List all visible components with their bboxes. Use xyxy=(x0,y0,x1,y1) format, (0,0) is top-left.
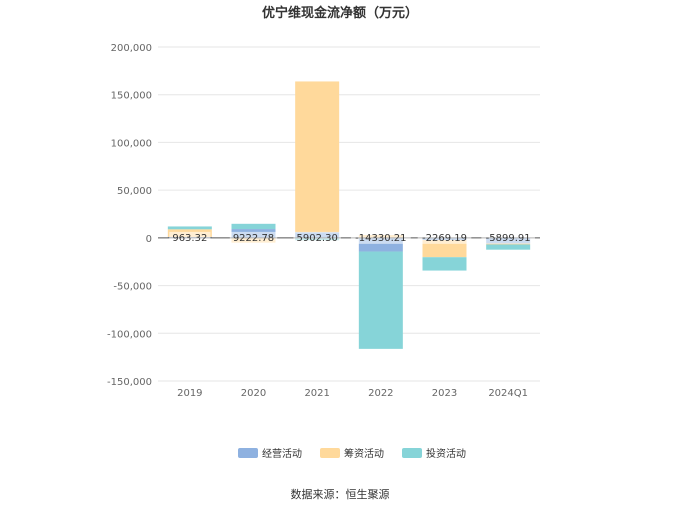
bar xyxy=(486,244,531,250)
y-tick-label: 150,000 xyxy=(111,91,152,102)
data-label-bg xyxy=(293,231,341,244)
data-label: -2269.19 xyxy=(422,233,467,244)
legend-label: 经营活动 xyxy=(262,447,302,460)
data-label: 9222.78 xyxy=(233,233,274,244)
y-tick-label: 50,000 xyxy=(117,186,152,197)
bar xyxy=(231,223,276,230)
bar xyxy=(358,251,403,349)
bar xyxy=(422,240,467,258)
source-text: 数据来源：恒生聚源 xyxy=(291,487,390,501)
data-label-bg xyxy=(417,231,472,244)
grid-lines xyxy=(158,46,540,382)
data-label-bg xyxy=(350,231,411,244)
x-tick-label: 2023 xyxy=(432,388,457,399)
x-axis-ticks: 2019 2020 2021 2022 2023 2024Q1 xyxy=(177,388,528,399)
legend-swatch xyxy=(320,448,340,458)
bar xyxy=(486,243,531,245)
y-tick-label: 100,000 xyxy=(111,138,152,149)
data-label-bg xyxy=(169,231,211,244)
data-label: -14330.21 xyxy=(355,233,406,244)
bar xyxy=(422,257,467,271)
x-tick-label: 2024Q1 xyxy=(488,388,528,399)
legend: 经营活动 筹资活动 投资活动 xyxy=(238,447,466,460)
legend-swatch xyxy=(238,448,258,458)
bars xyxy=(167,81,531,349)
legend-label: 筹资活动 xyxy=(344,447,384,460)
x-tick-label: 2020 xyxy=(241,388,266,399)
x-tick-label: 2019 xyxy=(177,388,202,399)
bar xyxy=(295,81,340,233)
data-labels: 963.32 9222.78 5902.30 -14330.21 -2269.19 -58… xyxy=(169,231,535,244)
y-tick-label: -50,000 xyxy=(113,282,152,293)
y-axis-ticks: 200,000 150,000 100,000 50,000 0 -50,000 -100,… xyxy=(107,43,152,388)
data-label-bg xyxy=(481,231,535,244)
y-tick-label: -150,000 xyxy=(107,377,152,388)
legend-swatch xyxy=(402,448,422,458)
legend-label: 投资活动 xyxy=(426,447,466,460)
data-label: 5902.30 xyxy=(296,233,337,244)
data-label-bg xyxy=(229,231,278,244)
bar xyxy=(167,226,212,230)
y-tick-label: 0 xyxy=(146,234,152,245)
chart-title: 优宁维现金流净额（万元） xyxy=(262,5,418,21)
data-label: 963.32 xyxy=(172,233,207,244)
x-tick-label: 2022 xyxy=(368,388,393,399)
x-tick-label: 2021 xyxy=(304,388,329,399)
y-tick-label: -100,000 xyxy=(107,329,152,340)
y-tick-label: 200,000 xyxy=(111,43,152,54)
data-label: -5899.91 xyxy=(486,233,531,244)
